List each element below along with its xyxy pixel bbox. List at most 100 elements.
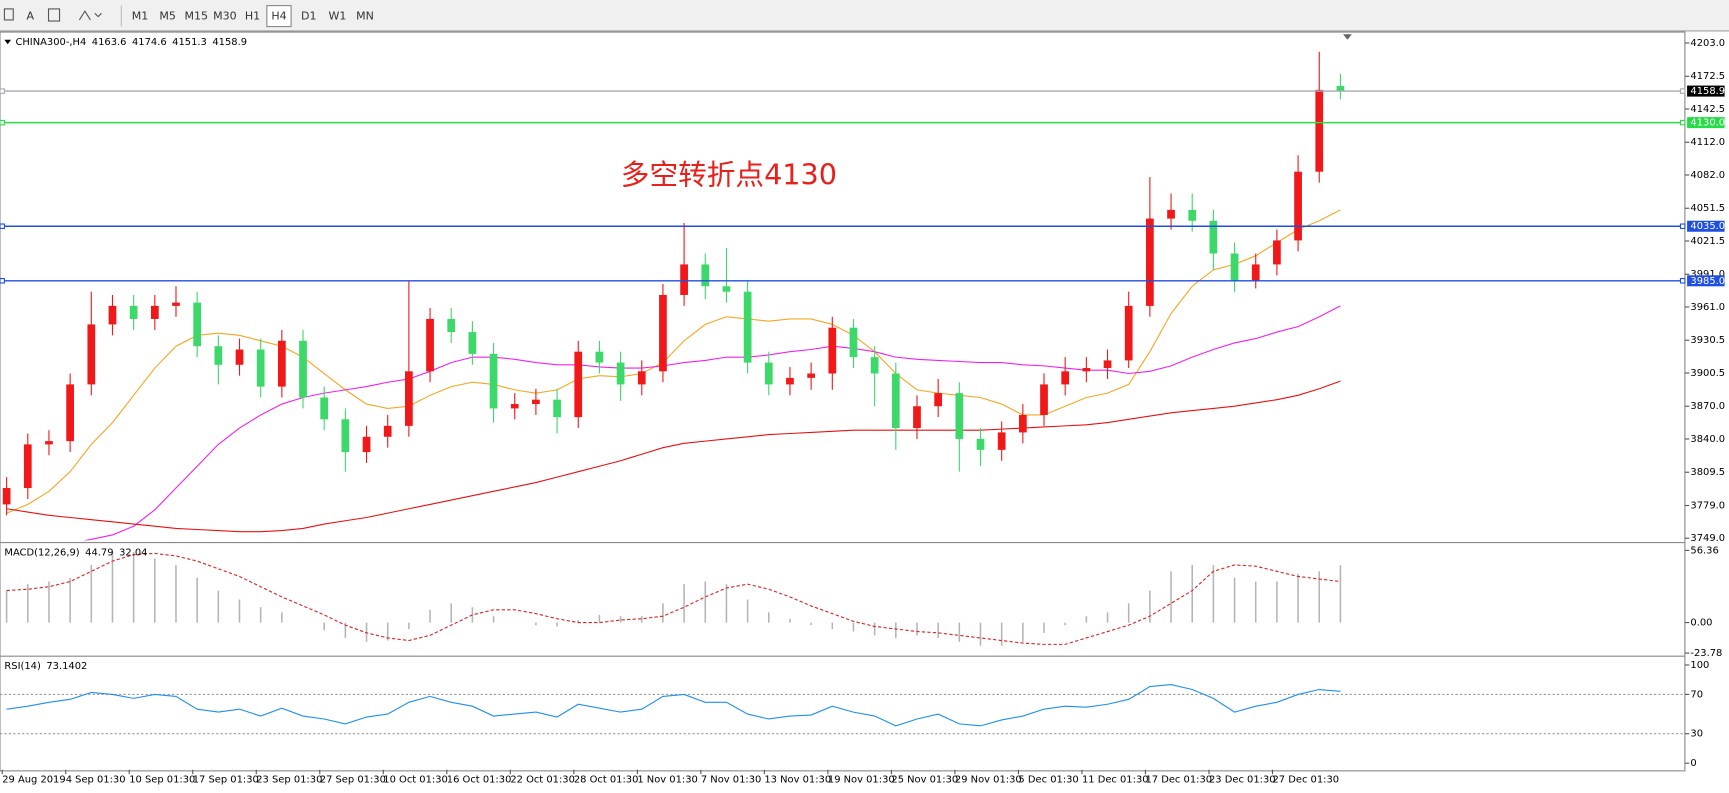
timeframe-button[interactable]: M30 <box>213 10 237 23</box>
y-tick-label: 30 <box>1690 729 1703 740</box>
candle-body <box>1315 89 1324 172</box>
timeframe-button[interactable]: H4 <box>271 10 286 23</box>
candle-body <box>510 404 519 409</box>
candle-body <box>764 362 773 385</box>
panel-header: CHINA300-,H4 4163.6 4174.6 4151.3 4158.9 <box>15 37 247 48</box>
macd-bar <box>1233 577 1236 623</box>
y-tick-label: 4172.5 <box>1690 71 1725 82</box>
x-tick-label: 23 Dec 01:30 <box>1209 775 1276 786</box>
y-tick-label: 3961.0 <box>1690 302 1725 313</box>
macd-bar <box>640 616 643 623</box>
macd-bar <box>662 603 664 623</box>
x-tick-label: 13 Nov 01:30 <box>764 775 831 786</box>
macd-bar <box>1276 581 1278 623</box>
level-handle <box>0 223 5 229</box>
macd-bar <box>768 612 770 623</box>
candle-body <box>1188 209 1197 221</box>
level-handle <box>1679 119 1686 126</box>
candle-body <box>849 327 858 358</box>
macd-bar <box>429 609 431 623</box>
panel-header: RSI(14) 73.1402 <box>4 661 87 672</box>
plot-area <box>0 684 1685 735</box>
y-tick-label: 4112.0 <box>1690 137 1725 148</box>
candle-body <box>1336 85 1345 92</box>
macd-bar <box>1000 622 1003 646</box>
level-label: 4130.0 <box>1690 118 1725 129</box>
macd-bar <box>535 622 537 626</box>
indicator-value: 44.79 <box>85 548 113 559</box>
macd-bar <box>1212 564 1215 623</box>
candle-body <box>976 438 985 450</box>
macd-bar <box>619 616 622 623</box>
candle-body <box>150 305 159 319</box>
y-tick-label: 4082.0 <box>1690 170 1725 181</box>
moving-average <box>6 380 1341 533</box>
timeframe-button[interactable]: W1 <box>328 10 346 23</box>
text-tool[interactable]: A <box>26 10 34 23</box>
header-arrow <box>4 39 12 45</box>
x-tick-label: 10 Sep 01:30 <box>129 775 195 786</box>
timeframe-button[interactable]: MN <box>356 10 374 23</box>
y-tick-label: 3749.0 <box>1690 533 1725 544</box>
candle-body <box>743 291 752 363</box>
candle-body <box>426 318 434 372</box>
tool-icons <box>3 5 122 27</box>
level-handle <box>1679 223 1686 229</box>
candle-body <box>870 357 879 374</box>
y-tick-label: 3870.0 <box>1690 401 1725 412</box>
macd-bar <box>1022 622 1024 642</box>
macd-bar <box>1191 564 1193 623</box>
icon-lines[interactable] <box>3 8 14 21</box>
macd-bar <box>175 564 177 623</box>
x-tick-label: 22 Oct 01:30 <box>510 775 575 786</box>
x-tick-label: 17 Sep 01:30 <box>193 775 259 786</box>
candle-body <box>1103 360 1112 369</box>
header-open: 4163.6 <box>92 37 127 48</box>
header-low: 4151.3 <box>172 37 207 48</box>
macd-bar <box>1106 612 1109 623</box>
candle-body <box>1251 264 1260 281</box>
timeframe-button[interactable]: M1 <box>132 10 149 23</box>
panel-header: MACD(12,26,9) 44.79 32.04 <box>4 548 147 559</box>
candle-body <box>1040 384 1048 415</box>
candle-body <box>891 373 900 429</box>
y-tick-label: 3900.5 <box>1690 368 1725 379</box>
macd-bar <box>1339 565 1342 623</box>
macd-bar <box>365 622 368 642</box>
macd-bar <box>1043 622 1045 633</box>
candle-body <box>320 397 329 420</box>
y-tick-label: 4203.0 <box>1690 38 1725 49</box>
macd-bar <box>725 584 728 623</box>
timeframe-button[interactable]: M15 <box>185 10 209 23</box>
timeframe-button[interactable]: H1 <box>245 10 260 23</box>
candle-body <box>786 377 794 385</box>
y-tick-label: 0 <box>1690 758 1696 769</box>
timeframe-button[interactable]: M5 <box>159 10 176 23</box>
macd-bar <box>323 622 325 631</box>
macd-bar <box>1064 622 1066 626</box>
icon-shapes[interactable] <box>78 10 102 21</box>
candle-body <box>913 406 921 429</box>
y-tick-label: -23.78 <box>1690 648 1722 659</box>
macd-bar <box>810 622 812 626</box>
timeframe-button[interactable]: D1 <box>301 10 316 23</box>
x-tick-label: 19 Nov 01:30 <box>828 775 895 786</box>
macd-bar <box>958 622 961 642</box>
icon-text-label[interactable] <box>47 8 61 22</box>
macd-bar <box>1085 616 1088 623</box>
macd-bar <box>344 622 347 638</box>
candle-body <box>637 371 646 385</box>
macd-bar <box>577 620 580 623</box>
x-tick-label: 17 Dec 01:30 <box>1145 775 1212 786</box>
macd-bar <box>1149 590 1151 623</box>
candle-body <box>277 340 286 387</box>
indicator-value: 73.1402 <box>46 661 87 672</box>
indicator-title: RSI(14) <box>4 661 41 672</box>
candle-body <box>807 373 815 378</box>
annotation: 多空转折点4130 <box>621 158 837 192</box>
candle-body <box>1294 171 1302 241</box>
x-tick-label: 7 Nov 01:30 <box>701 775 761 786</box>
candle-body <box>45 441 53 445</box>
macd-bar <box>746 599 749 623</box>
candle-body <box>595 351 604 363</box>
